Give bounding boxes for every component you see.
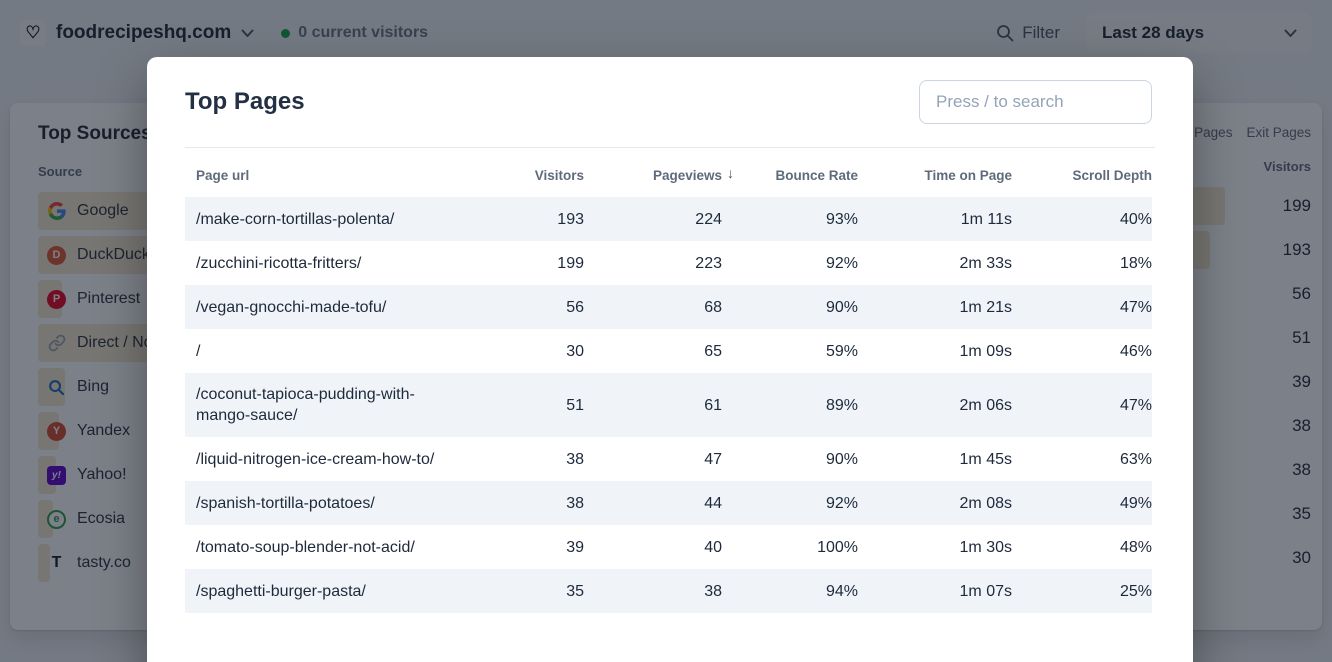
time-on-page-cell: 1m 30s	[959, 538, 1012, 556]
bounce-rate-cell: 59%	[825, 342, 858, 360]
bounce-rate-cell: 100%	[817, 538, 858, 556]
scroll-depth-cell: 49%	[1119, 494, 1152, 512]
table-row: /spanish-tortilla-potatoes/ 38 44 92% 2m…	[185, 481, 1152, 525]
modal-title: Top Pages	[185, 88, 305, 115]
visitors-cell: 38	[566, 494, 584, 512]
time-on-page-cell: 1m 45s	[959, 450, 1012, 468]
table-row: /spaghetti-burger-pasta/ 35 38 94% 1m 07…	[185, 569, 1152, 613]
page-url-link[interactable]: /liquid-nitrogen-ice-cream-how-to/	[196, 450, 435, 468]
sort-desc-icon: ↓	[727, 165, 734, 181]
scroll-depth-cell: 18%	[1119, 254, 1152, 272]
page-url-link[interactable]: /	[196, 342, 201, 360]
table-row: /zucchini-ricotta-fritters/ 199 223 92% …	[185, 241, 1152, 285]
bounce-rate-cell: 92%	[825, 494, 858, 512]
visitors-cell: 56	[566, 298, 584, 316]
table-row: /tomato-soup-blender-not-acid/ 39 40 100…	[185, 525, 1152, 569]
visitors-cell: 39	[566, 538, 584, 556]
table-row: /liquid-nitrogen-ice-cream-how-to/ 38 47…	[185, 437, 1152, 481]
bounce-rate-cell: 94%	[825, 582, 858, 600]
time-on-page-cell: 1m 07s	[959, 582, 1012, 600]
pageviews-cell: 47	[704, 450, 722, 468]
header-page-url: Page url	[196, 168, 250, 183]
pageviews-cell: 38	[704, 582, 722, 600]
divider	[185, 147, 1155, 148]
table-row: /make-corn-tortillas-polenta/ 193 224 93…	[185, 197, 1152, 241]
pageviews-cell: 224	[695, 210, 722, 228]
scroll-depth-cell: 25%	[1119, 582, 1152, 600]
bounce-rate-cell: 90%	[825, 450, 858, 468]
time-on-page-cell: 1m 09s	[959, 342, 1012, 360]
page-url-link[interactable]: /spanish-tortilla-potatoes/	[196, 494, 375, 512]
bounce-rate-cell: 93%	[825, 210, 858, 228]
time-on-page-cell: 2m 06s	[959, 396, 1012, 414]
time-on-page-cell: 2m 33s	[959, 254, 1012, 272]
table-row: / 30 65 59% 1m 09s 46%	[185, 329, 1152, 373]
header-visitors[interactable]: Visitors	[534, 168, 584, 183]
time-on-page-cell: 1m 21s	[959, 298, 1012, 316]
pageviews-cell: 40	[704, 538, 722, 556]
pageviews-cell: 44	[704, 494, 722, 512]
bounce-rate-cell: 90%	[825, 298, 858, 316]
page-url-link[interactable]: /make-corn-tortillas-polenta/	[196, 210, 395, 228]
scroll-depth-cell: 46%	[1119, 342, 1152, 360]
pageviews-cell: 223	[695, 254, 722, 272]
scroll-depth-cell: 47%	[1119, 396, 1152, 414]
visitors-cell: 30	[566, 342, 584, 360]
time-on-page-cell: 1m 11s	[960, 210, 1012, 228]
page-url-link[interactable]: /zucchini-ricotta-fritters/	[196, 254, 362, 272]
visitors-cell: 193	[557, 210, 584, 228]
visitors-cell: 199	[557, 254, 584, 272]
scroll-depth-cell: 63%	[1119, 450, 1152, 468]
header-bounce-rate[interactable]: Bounce Rate	[775, 168, 858, 183]
table-row: /coconut-tapioca-pudding-with-mango-sauc…	[185, 373, 1152, 437]
visitors-cell: 38	[566, 450, 584, 468]
header-pageviews[interactable]: Pageviews ↓	[652, 165, 734, 183]
header-time-on-page[interactable]: Time on Page	[924, 168, 1012, 183]
scroll-depth-cell: 48%	[1119, 538, 1152, 556]
table-header-row: Page url Visitors Pageviews ↓ Bounce Rate…	[185, 164, 1152, 197]
page-url-link[interactable]: /coconut-tapioca-pudding-with-mango-sauc…	[196, 386, 415, 424]
pages-table: Page url Visitors Pageviews ↓ Bounce Rate…	[185, 164, 1152, 613]
bounce-rate-cell: 89%	[825, 396, 858, 414]
header-scroll-depth[interactable]: Scroll Depth	[1072, 168, 1152, 183]
pageviews-cell: 68	[704, 298, 722, 316]
visitors-cell: 51	[566, 396, 584, 414]
scroll-depth-cell: 47%	[1119, 298, 1152, 316]
page-url-link[interactable]: /spaghetti-burger-pasta/	[196, 582, 366, 600]
scroll-depth-cell: 40%	[1119, 210, 1152, 228]
top-pages-modal: Top Pages Page url Visitors Pageviews↓ B…	[147, 57, 1193, 662]
bounce-rate-cell: 92%	[825, 254, 858, 272]
visitors-cell: 35	[566, 582, 584, 600]
pageviews-cell: 61	[704, 396, 722, 414]
page-url-link[interactable]: /tomato-soup-blender-not-acid/	[196, 538, 415, 556]
pageviews-cell: 65	[704, 342, 722, 360]
table-row: /vegan-gnocchi-made-tofu/ 56 68 90% 1m 2…	[185, 285, 1152, 329]
time-on-page-cell: 2m 08s	[959, 494, 1012, 512]
page-url-link[interactable]: /vegan-gnocchi-made-tofu/	[196, 298, 387, 316]
search-input[interactable]	[919, 80, 1152, 124]
